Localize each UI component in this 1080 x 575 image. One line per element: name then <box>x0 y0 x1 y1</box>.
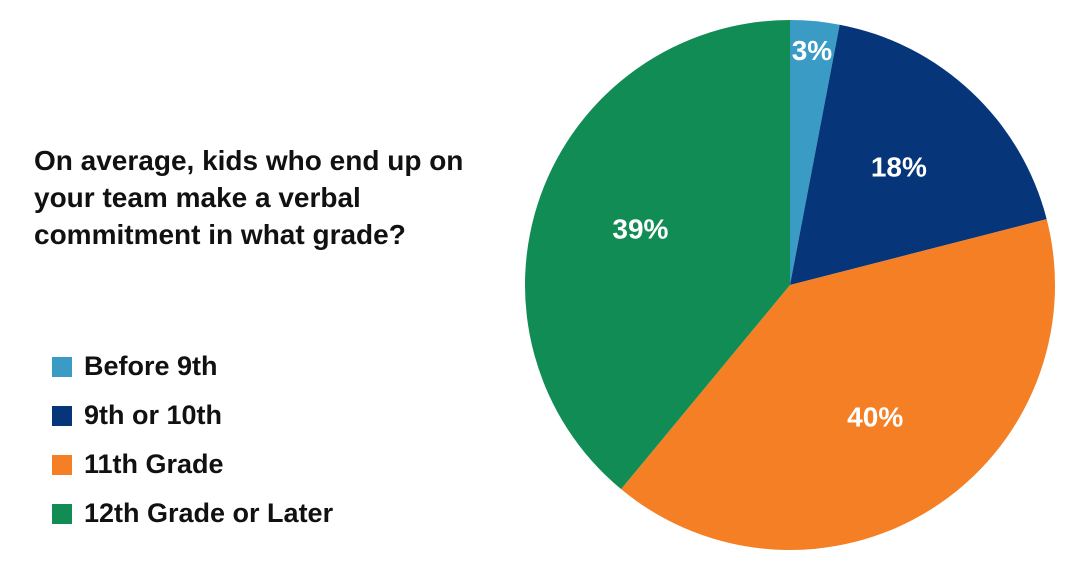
legend-label: Before 9th <box>84 351 218 381</box>
data-label: 40% <box>847 402 903 433</box>
legend-label: 11th Grade <box>84 449 224 479</box>
legend-swatch <box>52 503 72 524</box>
chart-title: On average, kids who end up on your team… <box>34 145 464 250</box>
legend-item: 12th Grade or Later <box>52 489 333 538</box>
pie-slice <box>621 219 1056 551</box>
legend: Before 9th 9th or 10th 11th Grade 12th Grad… <box>52 342 333 538</box>
legend-swatch <box>52 356 72 377</box>
pie-slice <box>525 19 790 490</box>
data-label: 18% <box>871 151 927 182</box>
legend-label: 9th or 10th <box>84 400 223 430</box>
data-label: 3% <box>792 35 833 66</box>
legend-swatch <box>52 454 72 475</box>
data-label: 39% <box>612 214 668 245</box>
pie-slice <box>790 24 1047 285</box>
legend-label: 12th Grade or Later <box>84 498 334 528</box>
legend-item: Before 9th <box>52 342 333 391</box>
legend-item: 11th Grade <box>52 440 333 489</box>
pie-slice <box>790 20 840 285</box>
legend-swatch <box>52 405 72 426</box>
legend-item: 9th or 10th <box>52 391 333 440</box>
